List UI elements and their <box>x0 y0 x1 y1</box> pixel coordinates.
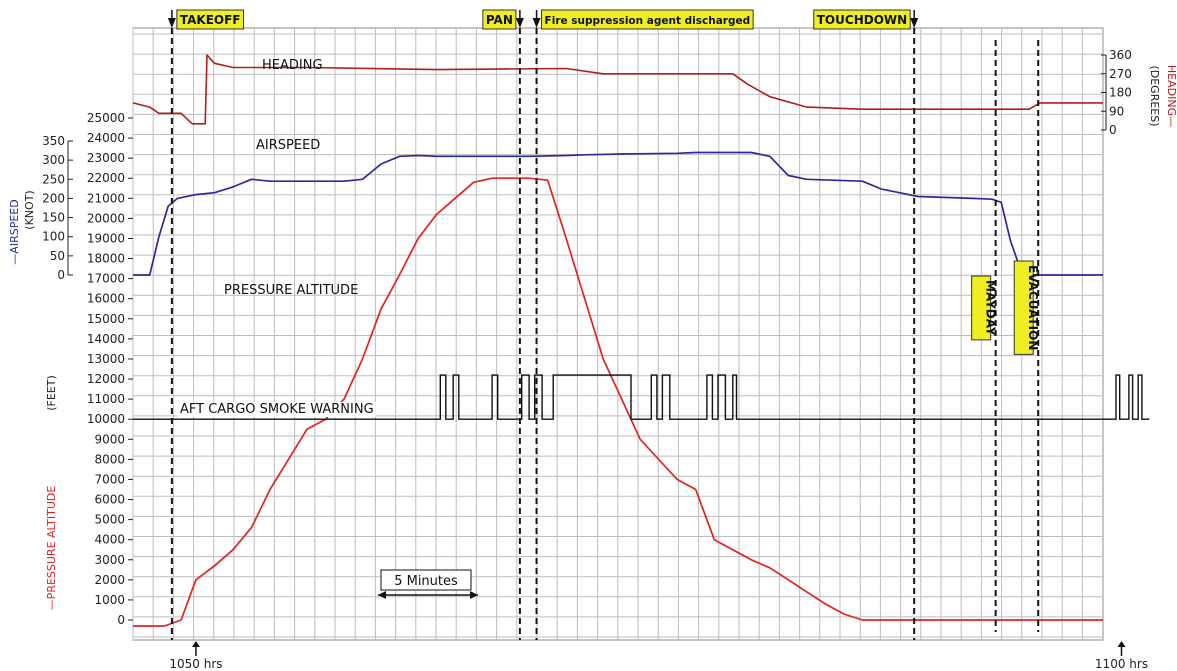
altitude-tick-label: 10000 <box>87 412 125 426</box>
series-line-pressure_altitude <box>133 177 1103 627</box>
chart-grid <box>132 27 1104 641</box>
heading-axis-unit: (DEGREES) <box>1148 65 1161 126</box>
event-label-text: Fire suppression agent discharged <box>545 15 751 27</box>
altitude-tick-label: 17000 <box>87 272 125 286</box>
airspeed-tick-label: 300 <box>42 153 65 167</box>
altitude-tick-label: 23000 <box>87 151 125 165</box>
scale-bar-arrow-right <box>470 591 478 599</box>
chart-series <box>132 54 1150 627</box>
series-line-smoke-warning <box>133 374 1150 420</box>
altitude-tick-label: 2000 <box>94 573 125 587</box>
altitude-tick-label: 7000 <box>94 472 125 486</box>
event-label-box <box>176 9 245 30</box>
event-label-text: EVACUATION <box>1026 265 1040 350</box>
heading-tick-label: 270 <box>1109 67 1132 81</box>
event-arrow <box>515 18 524 28</box>
series-label: AFT CARGO SMOKE WARNING <box>180 402 374 417</box>
x-tick-arrow <box>1117 641 1126 647</box>
chart-labels: HEADING AIRSPEED PRESSURE ALTITUDE AFT CARG… <box>178 58 478 599</box>
event-arrow <box>910 18 919 28</box>
airspeed-axis-unit: (KNOT) <box>23 190 36 229</box>
event-label-box <box>541 9 754 30</box>
heading-tick-label: 360 <box>1109 48 1132 62</box>
altitude-tick-label: 14000 <box>87 332 125 346</box>
smoke-label-backdrop <box>178 402 376 417</box>
altitude-tick-label: 25000 <box>87 111 125 125</box>
x-tick-label: 1050 hrs <box>169 657 222 671</box>
altitude-tick-label: 8000 <box>94 452 125 466</box>
altitude-tick-label: 6000 <box>94 493 125 507</box>
altitude-tick-label: 1000 <box>94 593 125 607</box>
series-label: HEADING <box>262 58 323 73</box>
altitude-tick-label: 5000 <box>94 513 125 527</box>
series-line-airspeed <box>133 151 1103 276</box>
heading-tick-label: 0 <box>1109 123 1117 137</box>
altitude-tick-label: 0 <box>117 613 125 627</box>
event-label-text: PAN <box>486 13 513 27</box>
airspeed-tick-label: 100 <box>42 230 65 244</box>
event-label-text: MAYDAY <box>984 280 998 336</box>
x-tick-label: 1100 hrs <box>1095 657 1148 671</box>
airspeed-tick-label: 350 <box>42 134 65 148</box>
altitude-tick-label: 12000 <box>87 372 125 386</box>
series-label: PRESSURE ALTITUDE <box>224 283 358 298</box>
event-label-text: TAKEOFF <box>180 13 241 27</box>
airspeed-axis-title: —AIRSPEED <box>8 199 21 264</box>
altitude-axis-unit: (FEET) <box>45 375 58 411</box>
altitude-tick-label: 19000 <box>87 231 125 245</box>
heading-axis-title: HEADING— <box>1165 65 1177 127</box>
altitude-tick-label: 20000 <box>87 211 125 225</box>
altitude-tick-label: 11000 <box>87 392 125 406</box>
scale-bar-label: 5 Minutes <box>394 574 458 589</box>
x-tick-arrow <box>191 641 200 647</box>
altitude-tick-label: 13000 <box>87 352 125 366</box>
airspeed-tick-label: 150 <box>42 211 65 225</box>
altitude-tick-label: 22000 <box>87 171 125 185</box>
heading-tick-label: 90 <box>1109 104 1124 118</box>
altitude-tick-label: 18000 <box>87 252 125 266</box>
event-label-box <box>482 9 517 30</box>
scale-bar-box <box>380 569 472 591</box>
airspeed-tick-label: 0 <box>57 268 65 282</box>
altitude-tick-label: 16000 <box>87 292 125 306</box>
event-label-text: TOUCHDOWN <box>817 13 907 27</box>
event-label-box <box>971 275 992 341</box>
altitude-tick-label: 15000 <box>87 312 125 326</box>
series-label: AIRSPEED <box>256 138 320 153</box>
altitude-tick-label: 3000 <box>94 553 125 567</box>
airspeed-tick-label: 250 <box>42 172 65 186</box>
event-arrow <box>167 18 176 28</box>
altitude-tick-label: 4000 <box>94 533 125 547</box>
chart-axes: 0100020003000400050006000700080009000100… <box>8 48 1177 671</box>
airspeed-tick-label: 50 <box>50 249 65 263</box>
event-label-box <box>1013 260 1034 355</box>
heading-tick-label: 180 <box>1109 86 1132 100</box>
chart-events: TAKEOFF PAN Fire suppression agent dischar… <box>167 9 1040 640</box>
series-line-heading <box>132 54 1103 125</box>
altitude-tick-label: 21000 <box>87 191 125 205</box>
airspeed-tick-label: 200 <box>42 191 65 205</box>
scale-bar-arrow-left <box>378 591 386 599</box>
event-label-box <box>813 9 911 30</box>
altitude-axis-title: —PRESSURE ALTITUDE <box>45 486 58 611</box>
altitude-tick-label: 24000 <box>87 131 125 145</box>
event-arrow <box>532 18 541 28</box>
altitude-tick-label: 9000 <box>94 432 125 446</box>
